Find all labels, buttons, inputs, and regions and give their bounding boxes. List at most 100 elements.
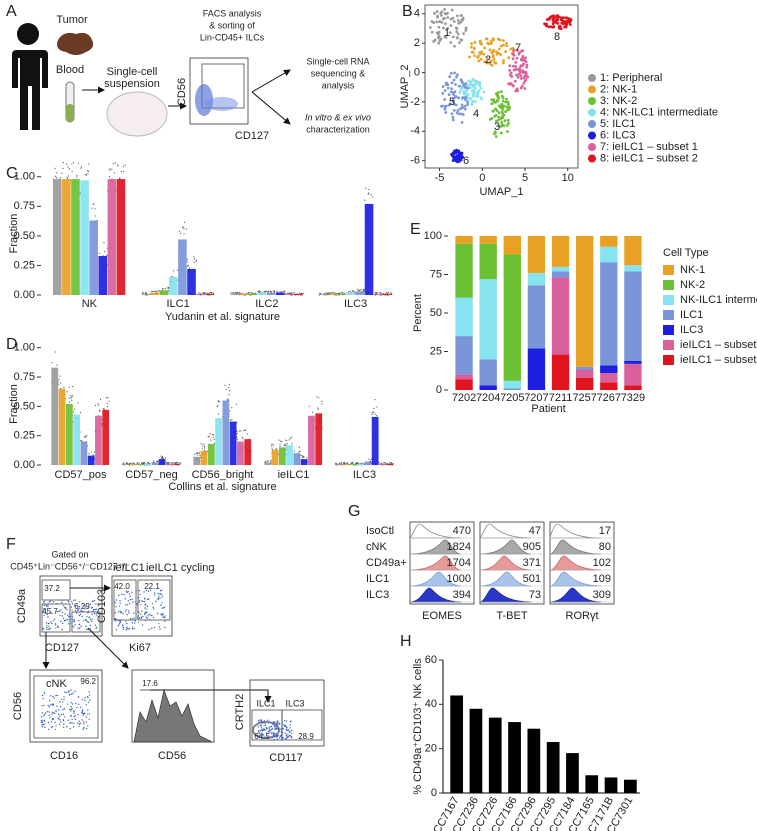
axis-label: CRTH2 — [234, 694, 246, 730]
bar — [566, 753, 579, 793]
jitter-dot — [99, 409, 101, 411]
jitter-dot — [343, 462, 345, 464]
flow-dot — [78, 619, 80, 622]
cell-dot — [458, 107, 462, 111]
gate-name: ILC1 — [256, 698, 275, 708]
jitter-dot — [368, 458, 370, 460]
flow-dot — [80, 609, 82, 611]
flow-dot — [290, 732, 293, 735]
flow-dot — [91, 606, 93, 609]
flow-plot — [39, 575, 103, 637]
flow-plot — [29, 669, 103, 743]
plot-frame — [424, 4, 579, 169]
flow-dot — [49, 627, 51, 630]
mfi-value: 394 — [453, 589, 471, 601]
flow-dot — [64, 691, 66, 693]
cell-dot — [504, 110, 507, 113]
jitter-dot — [271, 444, 273, 446]
cell-dot — [433, 12, 436, 15]
cell-dot — [492, 98, 496, 102]
flow-dot — [81, 719, 83, 721]
cell-dot — [452, 155, 456, 159]
bar — [469, 708, 483, 793]
legend-swatch — [588, 143, 596, 151]
jitter-dot — [150, 290, 152, 292]
flow-dot — [263, 720, 266, 722]
flow-dot — [129, 595, 131, 598]
jitter-dot — [171, 462, 173, 464]
flow-dot — [43, 611, 45, 613]
flow-dot — [285, 738, 287, 740]
flow-dot — [85, 704, 87, 706]
flow-dot — [87, 709, 89, 711]
workflow-diagram: Tumor Blood Single-cell suspension FACS … — [12, 8, 371, 142]
flow-dot — [64, 716, 66, 718]
flow-dot — [120, 611, 122, 614]
jitter-dot — [316, 396, 318, 398]
flow-dot — [41, 721, 44, 724]
label: In vitro & ex vivo — [305, 112, 371, 122]
jitter-dot — [186, 258, 188, 260]
cell-dot — [488, 117, 492, 121]
cell-dot — [476, 92, 480, 96]
flow-dot — [131, 598, 133, 601]
y-tick-label: 40 — [425, 698, 437, 710]
jitter-dot — [351, 290, 353, 292]
tumor-icon — [57, 32, 94, 55]
panel-letter: F — [6, 536, 16, 553]
jitter-dot — [209, 433, 211, 435]
flow-dot — [137, 615, 139, 617]
flow-dot — [162, 613, 164, 615]
tube-icon — [66, 104, 74, 122]
jitter-dot — [106, 254, 108, 257]
histogram-panel — [479, 521, 545, 605]
cell-dot — [485, 37, 489, 41]
bar — [382, 293, 392, 295]
flow-dot — [150, 614, 152, 617]
flow-dot — [276, 734, 278, 736]
histogram — [409, 571, 462, 587]
flow-dot — [277, 735, 280, 737]
cell-dot — [455, 30, 459, 34]
jitter-dot — [186, 261, 189, 263]
jitter-dot — [164, 287, 166, 289]
flow-dot — [115, 599, 118, 601]
flow-dot — [78, 605, 81, 608]
axis-label: CD16 — [50, 750, 78, 762]
bar — [150, 292, 160, 295]
flow-dot — [74, 690, 76, 692]
cell-dot — [490, 102, 494, 106]
mfi-value: 17 — [599, 525, 611, 537]
flow-dot — [119, 620, 122, 622]
mfi-value: 1000 — [447, 573, 471, 585]
cell-dot — [503, 119, 507, 123]
jitter-dot — [178, 230, 181, 232]
flow-dot — [164, 615, 166, 617]
flow-dot — [89, 624, 92, 627]
cell-dot — [509, 82, 513, 85]
flow-dot — [70, 606, 73, 608]
flow-dot — [88, 628, 90, 631]
jitter-dot — [59, 177, 61, 179]
jitter-dot — [85, 436, 87, 438]
x-tick-label: -5 — [435, 172, 445, 184]
flow-dot — [73, 604, 76, 606]
flow-dot — [61, 615, 64, 617]
bar-segment — [503, 380, 521, 389]
histogram — [409, 587, 462, 603]
jitter-dot — [374, 413, 376, 415]
flow-dot — [278, 722, 281, 724]
flow-dot — [47, 622, 50, 625]
jitter-dot — [383, 462, 385, 464]
flow-dot — [67, 614, 69, 616]
jitter-dot — [211, 433, 214, 436]
x-tick-label: NK — [82, 298, 98, 310]
legend-label: NK-2 — [680, 279, 705, 291]
bar-segment — [624, 236, 642, 266]
flow-dot — [133, 612, 135, 614]
cell-dot — [497, 115, 501, 119]
flow-dot — [49, 716, 51, 719]
flow-dot — [119, 602, 121, 604]
label: sequencing & — [311, 68, 366, 78]
jitter-dot — [374, 292, 376, 294]
